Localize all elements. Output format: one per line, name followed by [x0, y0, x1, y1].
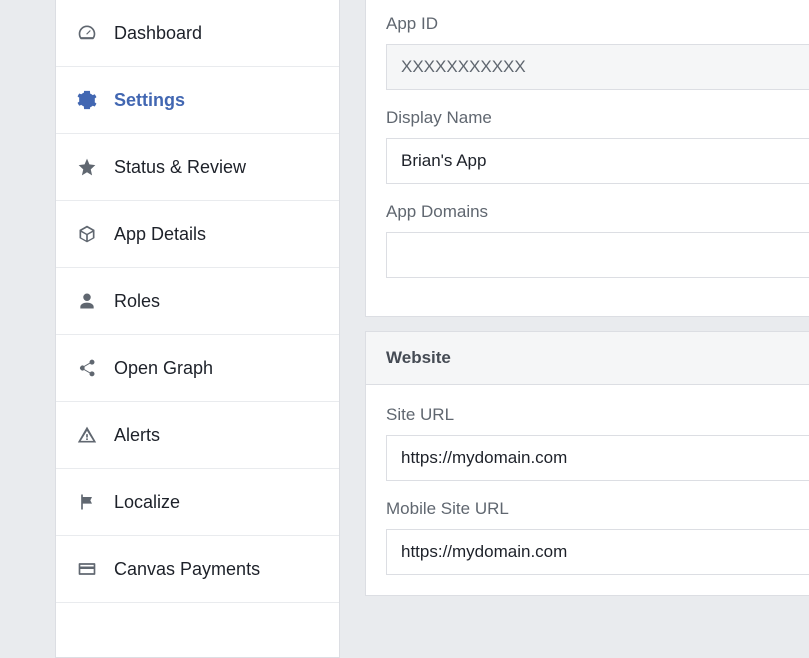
flag-icon: [76, 491, 98, 513]
sidebar-item-status-review[interactable]: Status & Review: [56, 134, 339, 201]
person-icon: [76, 290, 98, 312]
app-domains-field[interactable]: [386, 232, 809, 278]
sidebar-item-dashboard[interactable]: Dashboard: [56, 0, 339, 67]
alert-triangle-icon: [76, 424, 98, 446]
sidebar-item-roles[interactable]: Roles: [56, 268, 339, 335]
gauge-icon: [76, 22, 98, 44]
app-domains-label: App Domains: [386, 202, 809, 222]
website-section-heading: Website: [365, 331, 809, 384]
share-nodes-icon: [76, 357, 98, 379]
gear-icon: [76, 89, 98, 111]
site-url-field[interactable]: [386, 435, 809, 481]
sidebar-item-label: Alerts: [114, 425, 160, 446]
sidebar: Dashboard Settings Status & Review App D…: [55, 0, 340, 658]
app-id-field: [386, 44, 809, 90]
sidebar-item-alerts[interactable]: Alerts: [56, 402, 339, 469]
app-id-label: App ID: [386, 14, 809, 34]
sidebar-item-label: Dashboard: [114, 23, 202, 44]
panel-basic: App ID Display Name App Domains: [365, 0, 809, 317]
sidebar-item-canvas-payments[interactable]: Canvas Payments: [56, 536, 339, 603]
display-name-field[interactable]: [386, 138, 809, 184]
main-content: App ID Display Name App Domains Website …: [340, 0, 809, 658]
sidebar-item-label: Roles: [114, 291, 160, 312]
panel-website: Site URL Mobile Site URL: [365, 384, 809, 596]
credit-card-icon: [76, 558, 98, 580]
cube-icon: [76, 223, 98, 245]
sidebar-item-localize[interactable]: Localize: [56, 469, 339, 536]
sidebar-item-label: Canvas Payments: [114, 559, 260, 580]
mobile-site-url-field[interactable]: [386, 529, 809, 575]
sidebar-item-label: App Details: [114, 224, 206, 245]
display-name-label: Display Name: [386, 108, 809, 128]
sidebar-item-label: Settings: [114, 90, 185, 111]
mobile-site-url-label: Mobile Site URL: [386, 499, 809, 519]
sidebar-item-label: Open Graph: [114, 358, 213, 379]
site-url-label: Site URL: [386, 405, 809, 425]
sidebar-item-app-details[interactable]: App Details: [56, 201, 339, 268]
sidebar-item-settings[interactable]: Settings: [56, 67, 339, 134]
sidebar-item-open-graph[interactable]: Open Graph: [56, 335, 339, 402]
sidebar-item-label: Status & Review: [114, 157, 246, 178]
star-icon: [76, 156, 98, 178]
sidebar-item-label: Localize: [114, 492, 180, 513]
